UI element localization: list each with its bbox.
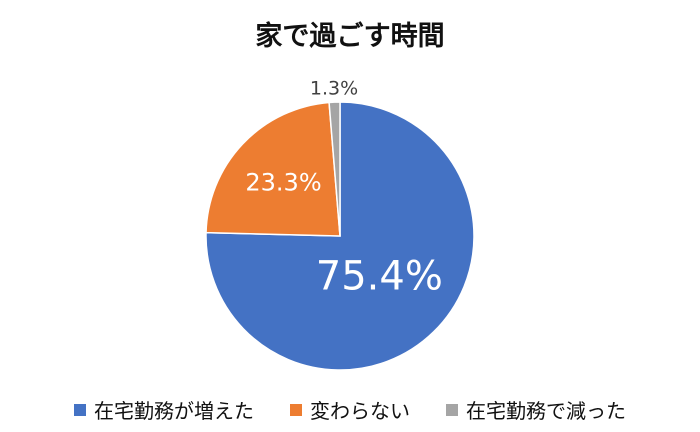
legend-swatch-unchanged — [290, 403, 302, 416]
legend-item-decreased: 在宅勤務で減った — [446, 395, 626, 424]
legend-swatch-increased — [74, 403, 86, 416]
data-label-increased: 75.4% — [316, 253, 443, 299]
pie-slice-decreased — [328, 101, 341, 237]
chart-title: 家で過ごす時間 — [255, 21, 445, 52]
legend-item-unchanged: 変わらない — [290, 395, 410, 424]
legend-label-decreased: 在宅勤務で減った — [466, 399, 626, 423]
legend-swatch-decreased — [446, 403, 458, 416]
legend-label-increased: 在宅勤務が増えた — [94, 399, 254, 423]
pie-slice-unchanged — [205, 101, 341, 237]
legend: 在宅勤務が増えた 変わらない 在宅勤務で減った — [0, 395, 700, 424]
data-label-unchanged: 23.3% — [245, 169, 321, 197]
legend-item-increased: 在宅勤務が増えた — [74, 395, 254, 424]
data-label-decreased: 1.3% — [310, 78, 358, 100]
legend-label-unchanged: 変わらない — [310, 399, 410, 423]
